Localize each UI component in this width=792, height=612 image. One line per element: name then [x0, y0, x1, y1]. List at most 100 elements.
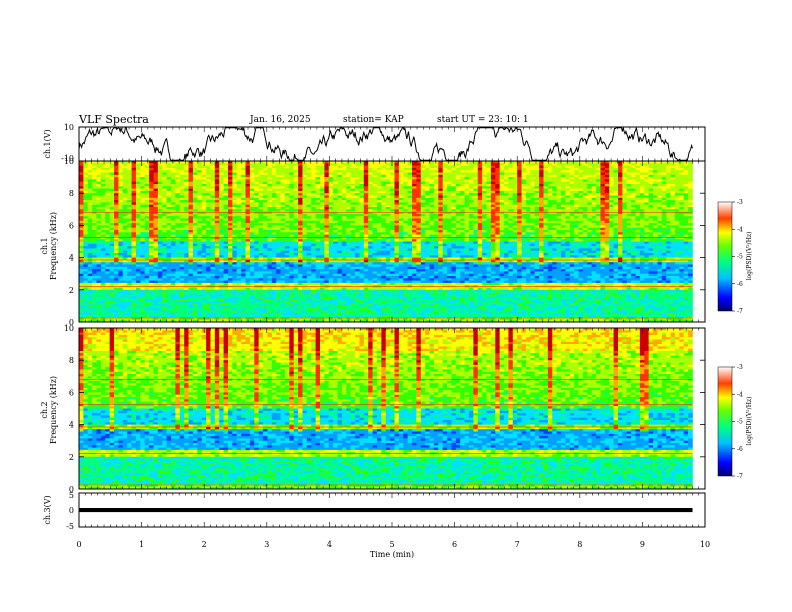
spectrogram-cell: [381, 262, 387, 265]
spectrogram-cell: [171, 223, 176, 226]
spectrogram-cell: [122, 246, 128, 249]
spectrogram-cell: [206, 239, 211, 242]
spectrogram-cell: [153, 165, 159, 169]
spectrogram-cell: [206, 280, 211, 284]
spectrogram-cell: [127, 308, 132, 311]
spectrogram-cell: [293, 299, 299, 302]
spectrogram-cell: [236, 289, 242, 293]
spectrogram-cell: [219, 216, 224, 219]
spectrogram-cell: [236, 223, 242, 226]
spectrogram-cell: [157, 234, 163, 238]
spectrogram-cell: [79, 257, 84, 261]
spectrogram-cell: [302, 172, 308, 176]
spectrogram-cell: [298, 264, 303, 268]
spectrogram-cell: [179, 308, 185, 311]
spectrogram-cell: [96, 282, 102, 286]
spectrogram-cell: [346, 296, 351, 300]
spectrogram-cell: [87, 216, 93, 219]
spectrogram-cell: [280, 163, 286, 166]
spectrogram-cell: [249, 264, 255, 268]
spectrogram-cell: [368, 225, 373, 228]
spectrogram-cell: [376, 195, 382, 199]
spectrogram-cell: [315, 167, 321, 171]
spectrogram-cell: [249, 259, 255, 263]
spectrogram-cell: [149, 257, 154, 261]
spectrogram-cell: [350, 234, 356, 238]
spectrogram-cell: [83, 248, 89, 251]
spectrogram-cell: [315, 319, 321, 323]
spectrogram-cell: [135, 317, 141, 320]
spectrogram-cell: [201, 209, 207, 212]
spectrogram-cell: [271, 234, 277, 238]
spectrogram-cell: [197, 186, 202, 189]
spectrogram-cell: [320, 232, 325, 235]
spectrogram-cell: [114, 257, 119, 261]
spectrogram-cell: [320, 190, 325, 194]
spectrogram-cell: [276, 319, 281, 323]
spectrogram-cell: [122, 165, 128, 169]
spectrogram-cell: [372, 181, 378, 185]
spectrogram-cell: [372, 273, 378, 277]
spectrogram-cell: [385, 243, 391, 247]
spectrogram-cell: [201, 303, 207, 307]
spectrogram-cell: [232, 310, 238, 314]
spectrogram-cell: [359, 276, 365, 279]
spectrogram-cell: [87, 241, 93, 245]
spectrogram-cell: [131, 294, 137, 297]
spectrogram-cell: [214, 282, 220, 286]
spectrogram-cell: [350, 276, 356, 279]
spectrogram-cell: [328, 271, 334, 274]
spectrogram-cell: [280, 234, 286, 238]
spectrogram-cell: [311, 174, 316, 178]
spectrogram-cell: [175, 165, 181, 169]
spectrogram-cell: [166, 257, 172, 261]
spectrogram-cell: [315, 262, 321, 265]
spectrogram-cell: [359, 312, 365, 316]
spectrogram-cell: [306, 202, 312, 205]
spectrogram-cell: [179, 310, 185, 314]
spectrogram-cell: [267, 239, 273, 242]
spectrogram-cell: [280, 250, 286, 254]
spectrogram-cell: [289, 186, 295, 189]
spectrogram-cell: [87, 273, 93, 277]
spectrogram-cell: [324, 223, 330, 226]
spectrogram-cell: [245, 269, 251, 272]
spectrogram-cell: [214, 305, 220, 309]
spectrogram-cell: [232, 243, 238, 247]
spectrogram-cell: [359, 165, 365, 169]
spectrogram-cell: [293, 220, 299, 224]
spectrogram-cell: [298, 200, 303, 203]
spectrogram-cell: [83, 310, 89, 314]
spectrogram-cell: [363, 225, 369, 228]
spectrogram-cell: [114, 190, 119, 194]
spectrogram-cell: [302, 177, 308, 180]
spectrogram-cell: [241, 296, 246, 300]
spectrogram-cell: [135, 269, 141, 272]
spectrogram-cell: [153, 230, 159, 233]
spectrogram-cell: [280, 255, 286, 258]
spectrogram-cell: [171, 186, 176, 189]
spectrogram-cell: [302, 266, 308, 270]
spectrogram-cell: [245, 250, 251, 254]
spectrogram-cell: [258, 305, 264, 309]
spectrogram-cell: [192, 172, 198, 176]
spectrogram-cell: [92, 181, 97, 185]
spectrogram-cell: [263, 218, 268, 222]
spectrogram-cell: [385, 303, 391, 307]
spectrogram-cell: [280, 220, 286, 224]
spectrogram-cell: [263, 200, 268, 203]
spectrogram-cell: [298, 227, 303, 231]
spectrogram-cell: [280, 269, 286, 272]
spectrogram-cell: [100, 296, 106, 300]
spectrogram-cell: [241, 262, 246, 265]
spectrogram-cell: [363, 163, 369, 166]
spectrogram-cell: [368, 303, 373, 307]
spectrogram-cell: [197, 181, 202, 185]
spectrogram-cell: [315, 177, 321, 180]
spectrogram-cell: [324, 220, 330, 224]
spectrogram-cell: [210, 312, 216, 316]
spectrogram-cell: [368, 236, 373, 240]
spectrogram-cell: [333, 303, 338, 307]
spectrogram-cell: [197, 218, 202, 222]
spectrogram-cell: [368, 246, 373, 249]
